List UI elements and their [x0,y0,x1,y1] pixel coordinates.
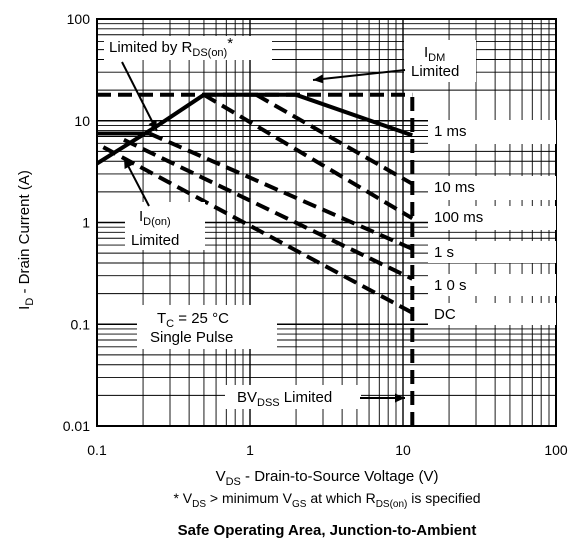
arrow-idm-head [313,74,324,84]
idon-limited-label: Limited [131,232,179,249]
label-box [404,40,476,82]
x-tick-label: 100 [544,442,568,458]
series-line-10-ms [255,93,414,186]
label-10s: 1 0 s [434,277,467,294]
arrow-bvdss-head [395,393,405,403]
series-line-1-s [148,131,414,251]
arrow-idon-head [124,158,133,169]
label-box [428,176,556,200]
idm-label: IDM [424,44,445,64]
y-tick-label: 100 [67,11,91,27]
label-box [125,202,205,250]
single-pulse-label: Single Pulse [150,329,233,346]
label-1s: 1 s [434,244,454,261]
label-box [428,120,556,144]
annotation-arrows [121,61,406,403]
label-10ms: 10 ms [434,179,475,196]
idon-label: ID(on) [139,208,171,228]
x-axis-label: VDS - Drain-to-Source Voltage (V) [216,468,439,488]
label-box [428,206,556,230]
y-tick-label: 0.01 [63,418,90,434]
series-line-dc [102,145,414,315]
series-line-10-s [123,137,414,281]
label-100ms: 100 ms [434,209,483,226]
bvdss-label: BVDSS Limited [237,389,332,409]
tick-labels: 0.01 0.1 1 10 100 0.1 1 10 100 [63,11,568,458]
label-box [104,36,272,60]
arrow-rds-limit [121,61,158,132]
label-dc: DC [434,306,456,323]
arrow-idm [312,69,406,81]
label-box [225,385,361,409]
chart-title: Safe Operating Area, Junction-to-Ambient [178,522,477,539]
y-tick-label: 1 [82,215,90,231]
arrow-rds-limit-head [148,120,157,131]
series-group [95,92,415,426]
footnote: * VDS > minimum VGS at which RDS(on) is … [173,490,480,510]
label-1ms: 1 ms [434,123,467,140]
x-tick-label: 0.1 [87,442,107,458]
y-tick-label: 10 [74,113,90,129]
series-line-100-ms [202,93,414,221]
x-tick-label: 10 [395,442,411,458]
idm-limited-label: Limited [411,63,459,80]
limited-by-rds-label: Limited by RDS(on)* [109,35,233,59]
series-line-1-ms [295,92,413,138]
label-box [428,274,556,296]
y-axis-label: ID - Drain Current (A) [16,170,36,310]
tc-label: TC = 25 °C [157,310,229,330]
label-box [137,305,277,349]
x-tick-label: 1 [246,442,254,458]
y-tick-label: 0.1 [71,316,91,332]
label-boxes [104,36,556,409]
label-box [428,303,556,325]
label-box [428,241,556,263]
